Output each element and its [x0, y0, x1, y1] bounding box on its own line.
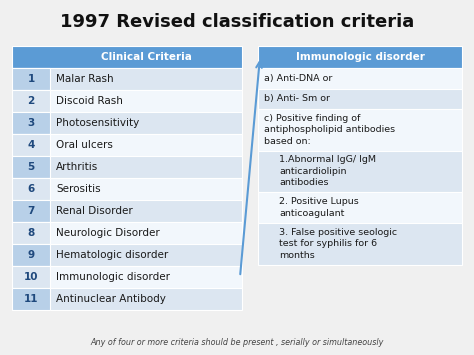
Bar [258, 88, 462, 109]
Text: 8: 8 [27, 228, 35, 238]
Bar [12, 90, 50, 112]
Bar [12, 266, 50, 288]
Bar [12, 288, 242, 310]
Bar [12, 266, 242, 288]
Text: Hematologic disorder: Hematologic disorder [56, 250, 168, 260]
Bar [258, 223, 462, 264]
Text: 11: 11 [24, 294, 38, 304]
Text: Discoid Rash: Discoid Rash [56, 96, 123, 106]
Text: Clinical Criteria: Clinical Criteria [100, 52, 191, 62]
Bar [258, 151, 462, 192]
Bar [258, 46, 462, 68]
Text: 4: 4 [27, 140, 35, 150]
Bar [12, 112, 50, 134]
Bar [258, 109, 462, 151]
Text: Any of four or more criteria should be present , serially or simultaneously: Any of four or more criteria should be p… [91, 338, 383, 347]
Text: 3: 3 [27, 118, 35, 128]
Bar [258, 192, 462, 223]
Text: 9: 9 [27, 250, 35, 260]
Bar [12, 178, 50, 200]
Text: Renal Disorder: Renal Disorder [56, 206, 133, 216]
Text: a) Anti-DNA or: a) Anti-DNA or [264, 74, 332, 83]
Bar [12, 134, 50, 156]
Bar [12, 244, 242, 266]
Bar [12, 68, 242, 90]
Text: 1.Abnormal IgG/ IgM
anticardiolipin
antibodies: 1.Abnormal IgG/ IgM anticardiolipin anti… [279, 155, 376, 187]
Bar [12, 200, 242, 222]
Text: 5: 5 [27, 162, 35, 172]
Text: 3. False positive seologic
test for syphilis for 6
months: 3. False positive seologic test for syph… [279, 228, 397, 260]
Text: Immunologic disorder: Immunologic disorder [296, 52, 424, 62]
Bar [12, 222, 50, 244]
Bar [12, 156, 242, 178]
Bar [12, 244, 50, 266]
Text: b) Anti- Sm or: b) Anti- Sm or [264, 94, 330, 103]
Bar [12, 288, 50, 310]
Text: Antinuclear Antibody: Antinuclear Antibody [56, 294, 166, 304]
Text: 2. Positive Lupus
anticoagulant: 2. Positive Lupus anticoagulant [279, 197, 359, 218]
Bar [12, 156, 50, 178]
Text: 1997 Revised classification criteria: 1997 Revised classification criteria [60, 13, 414, 31]
Text: Photosensitivity: Photosensitivity [56, 118, 139, 128]
Text: Arthritis: Arthritis [56, 162, 98, 172]
Bar [12, 200, 50, 222]
Text: 6: 6 [27, 184, 35, 194]
Text: Neurologic Disorder: Neurologic Disorder [56, 228, 160, 238]
Bar [12, 90, 242, 112]
Text: c) Positive finding of
antiphospholipid antibodies
based on:: c) Positive finding of antiphospholipid … [264, 114, 395, 146]
Text: Oral ulcers: Oral ulcers [56, 140, 113, 150]
Text: Serositis: Serositis [56, 184, 100, 194]
Text: Immunologic disorder: Immunologic disorder [56, 272, 170, 282]
Text: 2: 2 [27, 96, 35, 106]
Bar [12, 134, 242, 156]
Bar [12, 46, 242, 68]
Bar [258, 68, 462, 88]
Text: 1: 1 [27, 74, 35, 84]
Bar [12, 68, 50, 90]
Bar [12, 112, 242, 134]
Bar [12, 178, 242, 200]
Text: Malar Rash: Malar Rash [56, 74, 114, 84]
Bar [12, 222, 242, 244]
Text: 7: 7 [27, 206, 35, 216]
Text: 10: 10 [24, 272, 38, 282]
